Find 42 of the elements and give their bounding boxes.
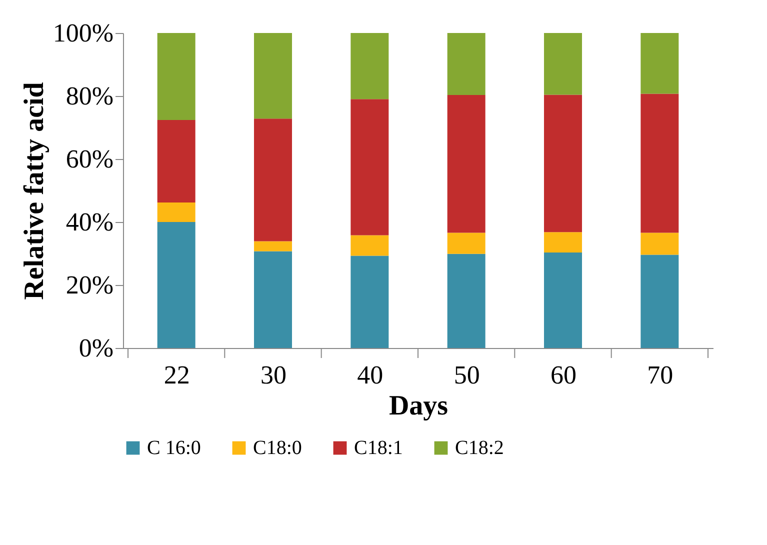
legend-label: C18:0 (253, 437, 302, 459)
y-tick-label: 100% (52, 18, 114, 48)
bar (157, 33, 196, 120)
bar (157, 222, 196, 348)
y-axis-title: Relative fatty acid (18, 82, 50, 300)
bar (350, 256, 389, 348)
legend-label: C18:1 (354, 437, 403, 459)
legend-label: C 16:0 (147, 437, 201, 459)
bar (640, 254, 679, 348)
bar (350, 99, 389, 236)
y-tick-label: 20% (66, 270, 114, 300)
x-tick-label: 50 (454, 360, 480, 390)
x-tick-label: 22 (164, 360, 190, 390)
bar (350, 33, 389, 100)
bar (544, 252, 582, 348)
bar (254, 251, 292, 348)
bar (447, 33, 486, 96)
bar (254, 118, 292, 242)
y-tick-label: 0% (78, 334, 114, 362)
bar (447, 95, 486, 233)
x-tick-label: 40 (357, 360, 384, 390)
bar (447, 254, 486, 348)
bar (254, 241, 292, 252)
bar (157, 202, 196, 222)
bar (350, 235, 389, 256)
y-tick-label: 40% (66, 208, 114, 236)
bar (544, 232, 582, 253)
bar (544, 33, 582, 95)
bar (640, 33, 679, 94)
y-tick-label: 60% (66, 144, 114, 174)
bar (447, 232, 486, 254)
x-tick-label: 60 (550, 360, 576, 390)
x-axis-title: Days (388, 390, 448, 422)
legend-label: C18:2 (455, 437, 504, 459)
bar (254, 33, 292, 119)
x-tick-label: 70 (647, 360, 674, 390)
bar (544, 94, 582, 232)
bar (157, 120, 196, 202)
bar (640, 232, 679, 255)
bar (640, 94, 679, 233)
y-tick-label: 80% (66, 82, 114, 110)
x-tick-label: 30 (260, 360, 286, 390)
